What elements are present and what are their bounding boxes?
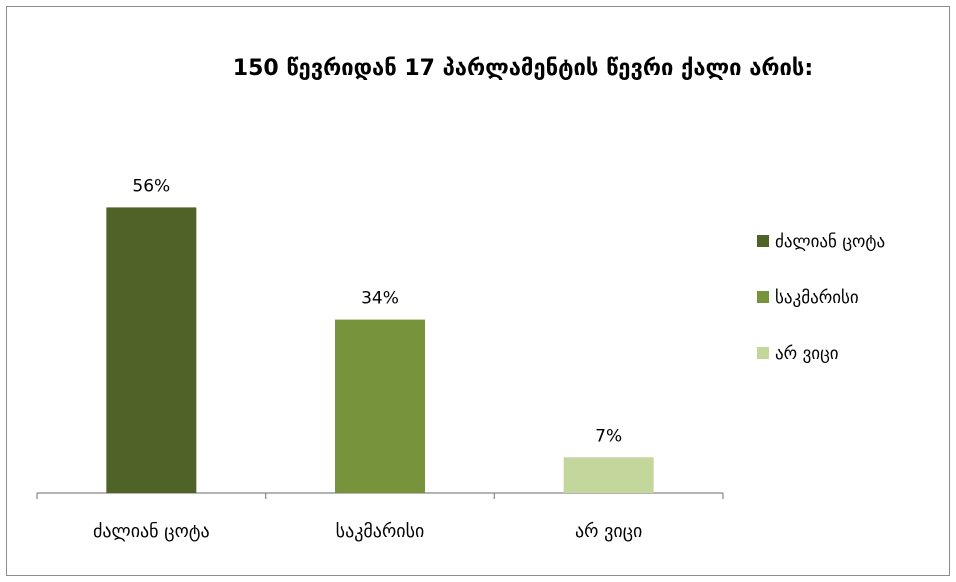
category-label-3: არ ვიცი bbox=[575, 521, 642, 542]
data-label-2: 34% bbox=[361, 289, 399, 309]
legend-swatch-3 bbox=[757, 347, 769, 359]
legend-swatch-1 bbox=[757, 235, 769, 247]
legend-label-2: საკმარისი bbox=[775, 288, 859, 308]
category-label-2: საკმარისი bbox=[336, 521, 425, 542]
plot-area: 56% ძალიან ცოტა 34% საკმარისი 7% არ ვიცი bbox=[36, 176, 724, 542]
bar-chart: 150 წევრიდან 17 პარლამენტის წევრი ქალი ა… bbox=[36, 56, 885, 542]
bar-2 bbox=[335, 319, 425, 493]
legend-label-1: ძალიან ცოტა bbox=[775, 232, 885, 252]
legend: ძალიან ცოტა საკმარისი არ ვიცი bbox=[757, 232, 885, 364]
category-label-1: ძალიან ცოტა bbox=[93, 521, 210, 542]
bar-3 bbox=[563, 457, 654, 493]
chart-frame: 150 წევრიდან 17 პარლამენტის წევრი ქალი ა… bbox=[6, 6, 950, 576]
chart-title: 150 წევრიდან 17 პარლამენტის წევრი ქალი ა… bbox=[233, 56, 813, 81]
legend-label-3: არ ვიცი bbox=[775, 344, 839, 364]
bar-1 bbox=[106, 207, 197, 493]
data-label-1: 56% bbox=[132, 176, 170, 196]
data-label-3: 7% bbox=[595, 426, 622, 446]
legend-swatch-2 bbox=[757, 291, 769, 303]
